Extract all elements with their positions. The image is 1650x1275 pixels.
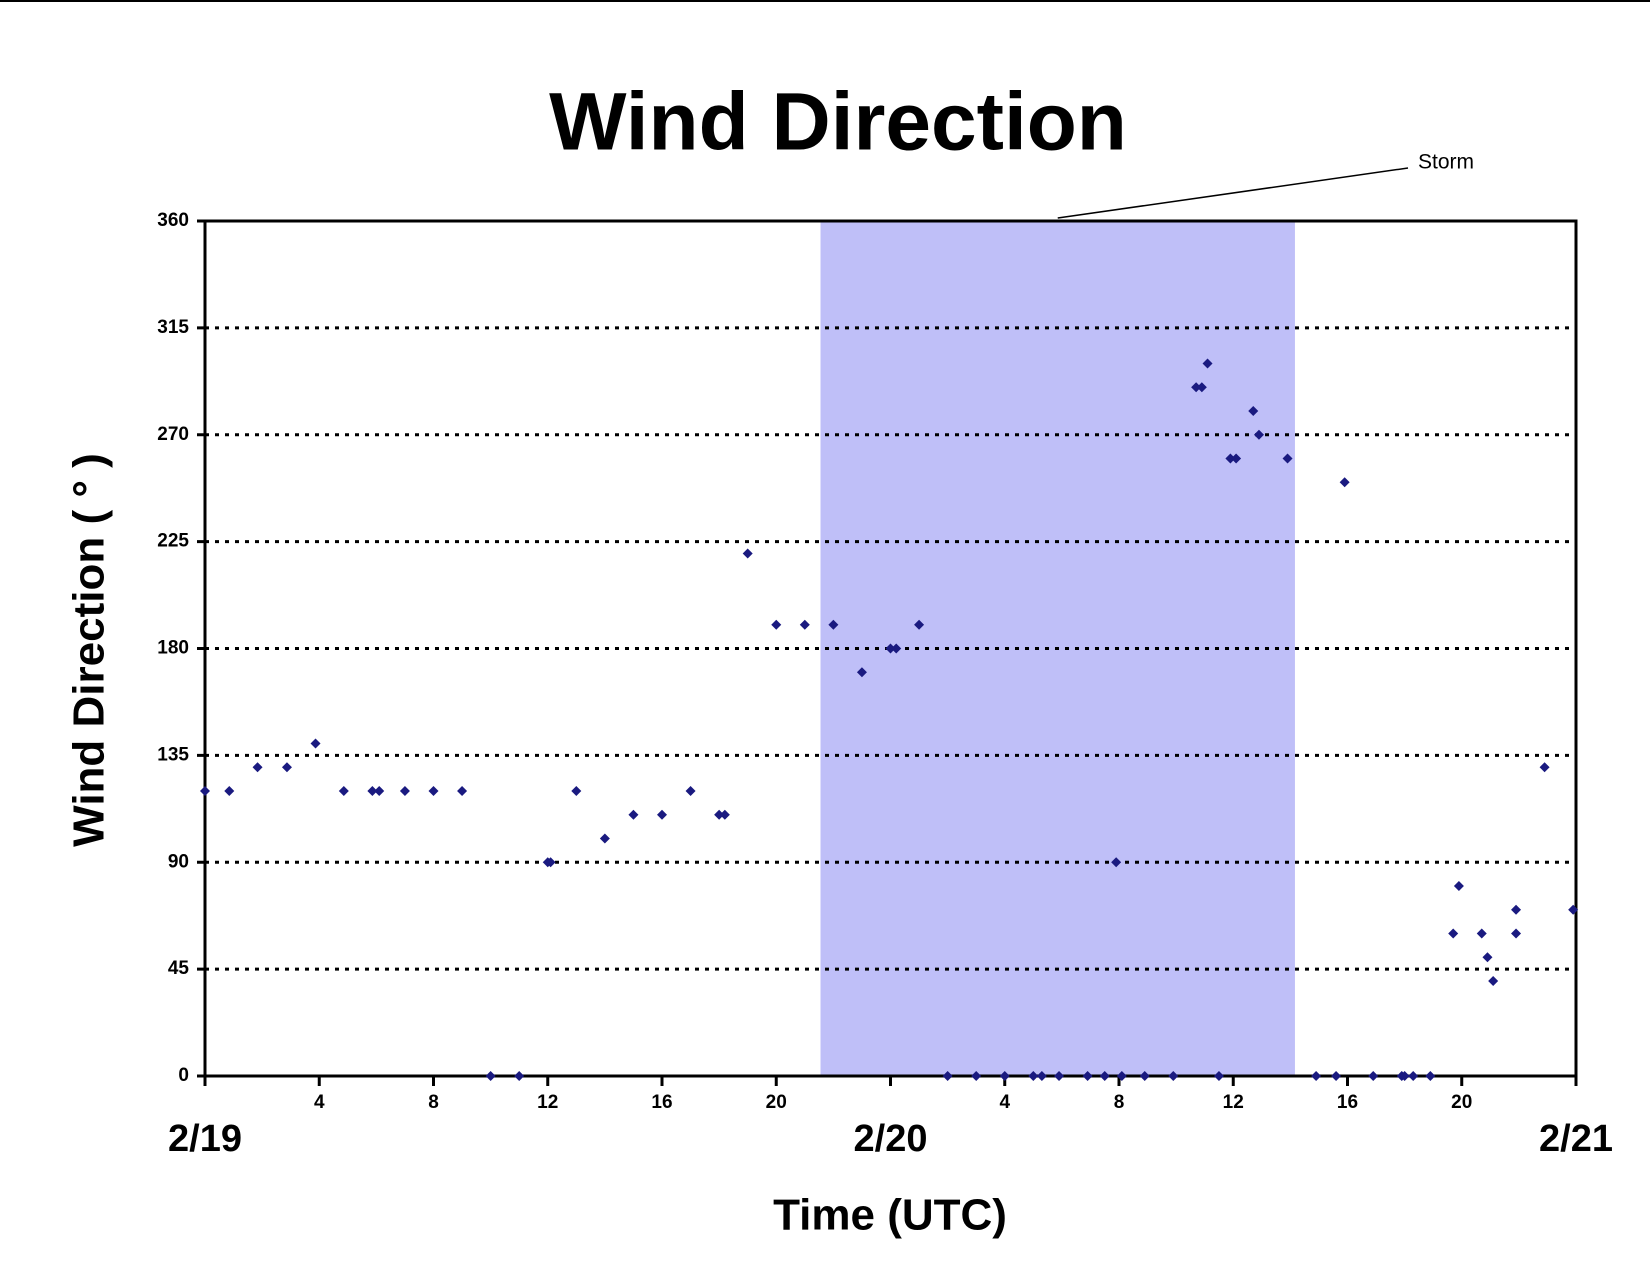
data-point (1331, 1071, 1342, 1081)
data-point (252, 762, 263, 773)
plot-frame (203, 219, 1578, 1078)
data-point (828, 619, 839, 630)
x-tick-label: 8 (428, 1092, 439, 1113)
data-point (200, 786, 210, 796)
day-label: 2/19 (168, 1118, 242, 1160)
y-tick-label: 135 (157, 744, 189, 765)
x-tick-label: 16 (651, 1092, 672, 1113)
data-point (1339, 477, 1350, 488)
data-point (1082, 1071, 1093, 1081)
y-tick-label: 360 (157, 210, 189, 231)
data-point (1028, 1071, 1039, 1081)
data-point (914, 619, 925, 630)
data-point (1453, 881, 1464, 891)
data-point (1225, 453, 1236, 464)
data-point (1488, 976, 1499, 986)
y-tick-label: 90 (168, 851, 189, 872)
y-tick-label: 315 (157, 317, 189, 338)
data-point (942, 1071, 953, 1081)
data-point (1399, 1071, 1410, 1081)
y-tick-label: 0 (178, 1065, 189, 1086)
data-point (714, 809, 725, 820)
x-tick-label: 4 (314, 1092, 325, 1113)
data-point (856, 667, 867, 678)
data-point (891, 643, 902, 654)
data-point (1099, 1071, 1110, 1081)
x-axis-title: Time (UTC) (773, 1191, 1007, 1240)
y-tick-label: 225 (157, 531, 189, 552)
storm-leader (1057, 167, 1409, 219)
y-tick-label: 45 (168, 958, 190, 979)
data-point (999, 1071, 1010, 1081)
x-tick-label: 12 (537, 1092, 558, 1113)
data-point (1511, 904, 1522, 915)
data-point (1054, 1071, 1065, 1081)
data-point (719, 809, 730, 820)
data-point (485, 1071, 496, 1081)
data-point (1111, 857, 1122, 868)
data-point (457, 786, 468, 796)
data-point (399, 786, 410, 796)
data-point (599, 833, 610, 844)
data-point (545, 857, 556, 868)
data-point (628, 809, 639, 820)
data-point (1311, 1071, 1322, 1081)
data-point (1253, 429, 1264, 440)
data-point (428, 786, 439, 796)
data-point (1213, 1071, 1224, 1081)
x-tick-label: 4 (999, 1092, 1010, 1113)
x-tick-label: 8 (1114, 1092, 1125, 1113)
data-point (338, 786, 349, 796)
data-point (1482, 952, 1493, 963)
data-point (799, 619, 810, 630)
y-tick-label: 180 (157, 638, 189, 659)
data-point (1202, 358, 1213, 369)
data-point (514, 1071, 525, 1081)
data-point (1116, 1071, 1127, 1081)
data-point (571, 786, 582, 796)
data-point (1196, 382, 1207, 393)
data-point (885, 643, 896, 654)
x-tick-label: 16 (1337, 1092, 1358, 1113)
data-point (1036, 1071, 1047, 1081)
day-label: 2/21 (1539, 1118, 1613, 1160)
data-point (1539, 762, 1550, 773)
data-point (310, 738, 321, 749)
data-point (1425, 1071, 1436, 1081)
data-point (1448, 928, 1459, 939)
data-point (971, 1071, 982, 1081)
data-point (224, 786, 235, 796)
x-tick-label: 20 (766, 1092, 787, 1113)
data-point (1248, 406, 1259, 416)
data-point (1168, 1071, 1179, 1081)
data-point (657, 809, 667, 820)
data-point (1231, 453, 1242, 464)
data-point (367, 786, 378, 796)
data-point (771, 619, 782, 630)
data-point (1511, 928, 1522, 939)
data-point (1282, 453, 1293, 464)
x-tick-label: 12 (1223, 1092, 1244, 1113)
data-point (1476, 928, 1487, 939)
data-point (742, 548, 753, 559)
data-point (1139, 1071, 1150, 1081)
data-point (1408, 1071, 1419, 1081)
x-tick-label: 20 (1451, 1092, 1472, 1113)
day-label: 2/20 (854, 1118, 928, 1160)
data-point (1368, 1071, 1379, 1081)
chart-title: Wind Direction (549, 77, 1127, 168)
data-point (685, 786, 696, 796)
y-axis-title: Wind Direction ( ° ) (65, 453, 114, 847)
data-point (374, 786, 385, 796)
data-point (1568, 904, 1579, 915)
y-tick-label: 270 (157, 424, 189, 445)
data-point (281, 762, 292, 773)
storm-label: Storm (1418, 151, 1474, 174)
data-point (1191, 382, 1202, 393)
